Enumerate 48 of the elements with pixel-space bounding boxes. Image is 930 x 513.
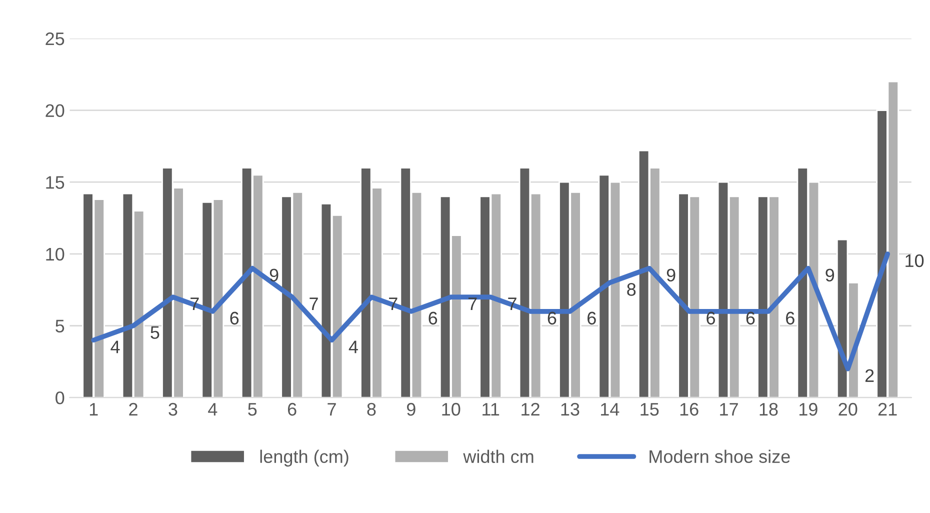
data-label: 9 bbox=[666, 268, 676, 282]
x-tick-label: 15 bbox=[640, 403, 659, 416]
data-label: 7 bbox=[310, 298, 318, 310]
x-tick-label: 17 bbox=[720, 403, 738, 416]
data-label: 6 bbox=[428, 312, 438, 325]
x-tick-label: 20 bbox=[838, 402, 858, 416]
data-label: 5 bbox=[150, 326, 160, 339]
x-tick-label: 21 bbox=[878, 402, 897, 416]
data-label: 4 bbox=[110, 340, 120, 354]
x-tick-label: 19 bbox=[800, 402, 818, 416]
y-tick-label: 15 bbox=[46, 176, 64, 189]
y-tick-label: 0 bbox=[56, 392, 64, 404]
data-label: 9 bbox=[826, 268, 834, 282]
data-label: 2 bbox=[865, 369, 874, 382]
x-tick-label: 9 bbox=[407, 402, 416, 416]
x-tick-label: 11 bbox=[482, 403, 500, 416]
x-tick-label: 14 bbox=[601, 403, 620, 416]
x-tick-label: 8 bbox=[367, 402, 376, 416]
data-label: 6 bbox=[706, 312, 715, 325]
x-tick-label: 12 bbox=[522, 402, 540, 416]
data-label: 9 bbox=[270, 268, 278, 282]
x-tick-label: 16 bbox=[680, 402, 698, 416]
y-tick-label: 20 bbox=[46, 104, 64, 118]
data-label: 6 bbox=[548, 312, 556, 325]
data-label: 4 bbox=[348, 340, 358, 354]
data-label: 6 bbox=[786, 312, 794, 325]
x-tick-label: 13 bbox=[561, 402, 580, 416]
data-label: 7 bbox=[468, 298, 477, 310]
x-tick-label: 1 bbox=[90, 403, 98, 416]
data-label: 6 bbox=[230, 312, 239, 325]
data-label: 6 bbox=[588, 312, 596, 325]
data-label: 6 bbox=[746, 312, 755, 325]
data-label: 10 bbox=[906, 254, 924, 268]
y-tick-label: 25 bbox=[46, 32, 64, 46]
x-tick-label: 4 bbox=[208, 403, 218, 416]
y-tick-label: 5 bbox=[56, 320, 64, 332]
data-label: 8 bbox=[627, 283, 636, 296]
legend-label: length (cm) bbox=[260, 450, 348, 467]
x-tick-label: 18 bbox=[760, 402, 778, 416]
x-tick-label: 3 bbox=[168, 402, 178, 416]
y-tick-label: 10 bbox=[46, 248, 64, 261]
x-tick-label: 10 bbox=[442, 402, 460, 416]
x-tick-label: 6 bbox=[288, 402, 296, 416]
legend-label: width cm bbox=[463, 450, 534, 463]
x-tick-label: 5 bbox=[248, 403, 257, 416]
legend-label: Modern shoe size bbox=[650, 450, 790, 463]
x-tick-label: 2 bbox=[129, 402, 138, 416]
x-tick-label: 7 bbox=[328, 403, 336, 416]
